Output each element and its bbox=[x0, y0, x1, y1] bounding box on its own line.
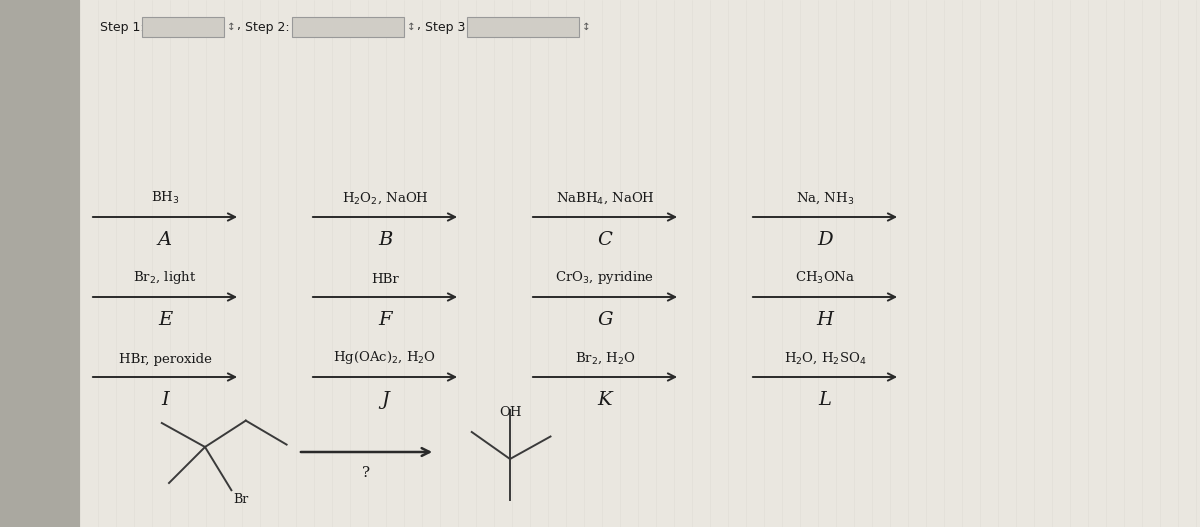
Bar bbox=[0, 0, 80, 527]
Text: ,: , bbox=[418, 19, 421, 33]
Text: ?: ? bbox=[362, 466, 371, 480]
FancyBboxPatch shape bbox=[142, 17, 224, 37]
Text: I: I bbox=[161, 391, 169, 409]
Text: H$_2$O, H$_2$SO$_4$: H$_2$O, H$_2$SO$_4$ bbox=[784, 350, 866, 366]
Text: B: B bbox=[378, 231, 392, 249]
Text: Step 3: Step 3 bbox=[425, 21, 466, 34]
Text: Step 2:: Step 2: bbox=[245, 21, 289, 34]
Text: HBr, peroxide: HBr, peroxide bbox=[119, 353, 211, 366]
Text: ,: , bbox=[238, 19, 241, 33]
Text: Br: Br bbox=[233, 493, 248, 506]
Text: ↕: ↕ bbox=[582, 22, 590, 32]
Text: CrO$_3$, pyridine: CrO$_3$, pyridine bbox=[556, 269, 654, 286]
FancyBboxPatch shape bbox=[292, 17, 404, 37]
Text: K: K bbox=[598, 391, 612, 409]
Text: D: D bbox=[817, 231, 833, 249]
FancyBboxPatch shape bbox=[467, 17, 580, 37]
Text: ↕: ↕ bbox=[227, 22, 235, 32]
Text: G: G bbox=[598, 311, 613, 329]
Text: Br$_2$, light: Br$_2$, light bbox=[133, 269, 197, 286]
Text: L: L bbox=[818, 391, 832, 409]
Text: ↕: ↕ bbox=[407, 22, 415, 32]
Text: A: A bbox=[158, 231, 172, 249]
Text: OH: OH bbox=[499, 406, 521, 419]
Text: E: E bbox=[158, 311, 172, 329]
Text: Br$_2$, H$_2$O: Br$_2$, H$_2$O bbox=[575, 350, 636, 366]
Text: BH$_3$: BH$_3$ bbox=[151, 190, 179, 206]
Text: C: C bbox=[598, 231, 612, 249]
Text: J: J bbox=[382, 391, 389, 409]
Text: Hg(OAc)$_2$, H$_2$O: Hg(OAc)$_2$, H$_2$O bbox=[334, 349, 437, 366]
Text: Step 1:: Step 1: bbox=[100, 21, 145, 34]
Text: NaBH$_4$, NaOH: NaBH$_4$, NaOH bbox=[556, 191, 654, 206]
Text: H: H bbox=[816, 311, 834, 329]
Text: F: F bbox=[378, 311, 391, 329]
Text: Na, NH$_3$: Na, NH$_3$ bbox=[796, 191, 854, 206]
Text: H$_2$O$_2$, NaOH: H$_2$O$_2$, NaOH bbox=[342, 191, 428, 206]
Text: HBr: HBr bbox=[371, 273, 398, 286]
Text: CH$_3$ONa: CH$_3$ONa bbox=[794, 270, 856, 286]
